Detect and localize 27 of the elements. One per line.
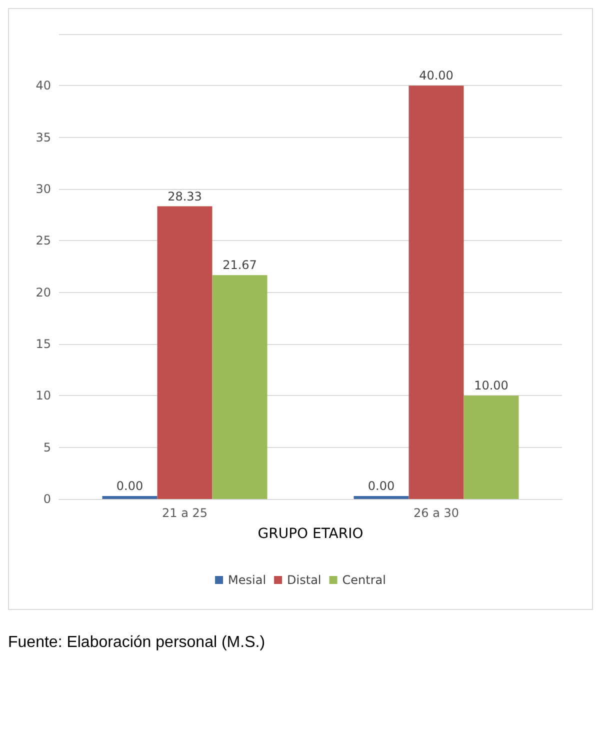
y-tick-label: 10 bbox=[36, 388, 51, 403]
y-tick-label: 35 bbox=[36, 130, 51, 144]
y-tick-label: 5 bbox=[43, 440, 51, 454]
bar bbox=[408, 86, 464, 499]
data-label: 0.00 bbox=[368, 479, 395, 493]
data-label: 40.00 bbox=[419, 68, 454, 83]
y-tick-label: 15 bbox=[36, 337, 51, 351]
bar bbox=[157, 206, 212, 499]
y-tick-label: 40 bbox=[36, 78, 51, 93]
data-label: 28.33 bbox=[168, 189, 202, 204]
legend-label: Central bbox=[342, 573, 386, 587]
x-tick-label: 26 a 30 bbox=[413, 506, 460, 520]
legend-label: Distal bbox=[287, 573, 322, 587]
y-tick-label: 20 bbox=[36, 285, 51, 300]
bar bbox=[212, 275, 268, 499]
y-tick-label: 30 bbox=[36, 182, 51, 196]
data-label: 21.67 bbox=[222, 258, 257, 272]
bar bbox=[354, 496, 409, 499]
y-tick-label: 25 bbox=[36, 234, 51, 248]
bar bbox=[102, 496, 158, 499]
data-label: 0.00 bbox=[116, 479, 144, 493]
data-label: 10.00 bbox=[474, 378, 508, 393]
legend-label: Mesial bbox=[228, 573, 266, 587]
x-tick-label: 21 a 25 bbox=[162, 506, 208, 520]
y-tick-label: 0 bbox=[43, 492, 51, 506]
source-note: Fuente: Elaboración personal (M.S.) bbox=[8, 634, 266, 652]
x-axis-title: GRUPO ETARIO bbox=[258, 526, 364, 542]
